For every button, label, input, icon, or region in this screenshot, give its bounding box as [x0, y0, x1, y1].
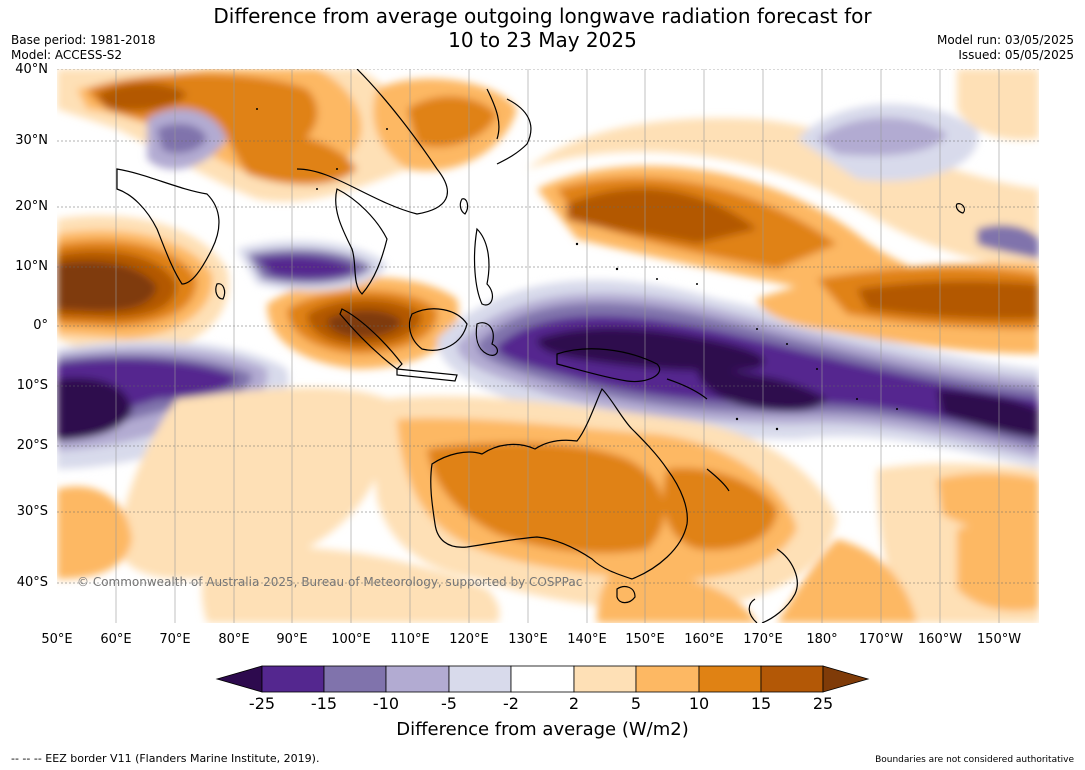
lon-label-90e: 90°E — [276, 632, 308, 647]
meta-left: Base period: 1981-2018 Model: ACCESS-S2 — [11, 33, 156, 63]
boundaries-disclaimer: Boundaries are not considered authoritat… — [875, 755, 1074, 765]
anomaly-map-svg — [57, 69, 1039, 623]
lat-label-30n: 30°N — [15, 133, 48, 148]
eez-border-note: -- -- -- EEZ border V11 (Flanders Marine… — [11, 752, 320, 765]
colorbar-tick: -5 — [441, 694, 457, 713]
coast-tasmania — [616, 586, 636, 604]
base-period: Base period: 1981-2018 — [11, 33, 156, 47]
lon-label-180: 180° — [806, 632, 838, 647]
colorbar-segment-5-10 — [635, 665, 700, 693]
coast-india — [116, 168, 220, 285]
lon-label-170e: 170°E — [743, 632, 783, 647]
colorbar-segment-10-15 — [698, 665, 762, 693]
lon-label-160e: 160°E — [684, 632, 724, 647]
coast-sulawesi — [475, 322, 499, 356]
lat-label-10n: 10°N — [15, 259, 48, 274]
lon-label-150w: 150°W — [976, 632, 1022, 647]
lon-label-50e: 50°E — [41, 632, 73, 647]
lon-label-170w: 170°W — [858, 632, 904, 647]
colorbar-tick: -10 — [372, 694, 400, 713]
colorbar-segment-5-2 — [448, 665, 512, 693]
colorbar-tick: -2 — [503, 694, 519, 713]
coast-solomons — [666, 378, 708, 400]
coast-philippines — [473, 227, 494, 306]
model-name: Model: ACCESS-S2 — [11, 48, 123, 62]
colorbar — [215, 665, 870, 693]
pacific-islands — [256, 108, 898, 431]
lat-label-40n: 40°N — [15, 62, 48, 77]
coast-australia — [430, 387, 688, 580]
colorbar-tick: 25 — [812, 694, 834, 713]
colorbar-segment-gt-25 — [822, 665, 870, 693]
lon-label-150e: 150°E — [625, 632, 665, 647]
coast-java — [396, 368, 458, 382]
lon-label-160w: 160°W — [917, 632, 963, 647]
lat-label-40s: 40°S — [16, 575, 48, 590]
coast-new-caledonia — [706, 468, 730, 492]
copyright-notice: © Commonwealth of Australia 2025, Bureau… — [77, 575, 583, 589]
colorbar-tick: 15 — [750, 694, 772, 713]
colorbar-segment-2-2 — [510, 665, 575, 693]
colorbar-segment-15-10 — [323, 665, 387, 693]
coast-new-guinea — [556, 348, 661, 383]
model-run: Model run: 03/05/2025 — [936, 33, 1074, 47]
lat-label-10s: 10°S — [16, 378, 48, 393]
coast-china — [296, 69, 448, 215]
coastlines — [116, 69, 966, 623]
coast-borneo — [408, 308, 468, 351]
lat-label-0: 0° — [33, 318, 48, 333]
anomaly-map — [57, 69, 1039, 623]
colorbar-title: Difference from average (W/m2) — [396, 719, 689, 740]
coast-new-zealand — [748, 548, 798, 623]
lon-label-130e: 130°E — [508, 632, 548, 647]
map-title: Difference from average outgoing longwav… — [0, 4, 1085, 52]
lat-label-20n: 20°N — [15, 199, 48, 214]
colorbar-tick: -15 — [310, 694, 338, 713]
coast-taiwan — [459, 198, 469, 215]
coast-korea-japan — [486, 88, 532, 165]
coast-sri-lanka — [215, 283, 226, 300]
colorbar-tick: -25 — [248, 694, 276, 713]
lat-label-20s: 20°S — [16, 438, 48, 453]
title-line-1: Difference from average outgoing longwav… — [213, 4, 872, 28]
colorbar-segment-10-5 — [385, 665, 450, 693]
colorbar-segment-25-15 — [261, 665, 325, 693]
colorbar-segment-15-25 — [760, 665, 824, 693]
lon-label-100e: 100°E — [331, 632, 371, 647]
lon-label-80e: 80°E — [218, 632, 250, 647]
coast-sumatra — [339, 308, 403, 370]
lon-label-70e: 70°E — [159, 632, 191, 647]
title-line-2: 10 to 23 May 2025 — [448, 28, 637, 52]
meta-right: Model run: 03/05/2025 Issued: 05/05/2025 — [937, 33, 1074, 63]
coast-hawaii — [955, 203, 966, 214]
colorbar-tick: 10 — [688, 694, 710, 713]
colorbar-tick: 2 — [568, 694, 580, 713]
lat-label-30s: 30°S — [16, 504, 48, 519]
coast-indochina — [335, 188, 388, 295]
lon-label-60e: 60°E — [100, 632, 132, 647]
colorbar-segment-lt-25 — [215, 665, 263, 693]
lon-label-140e: 140°E — [567, 632, 607, 647]
colorbar-segment-2-5 — [573, 665, 637, 693]
lon-label-120e: 120°E — [449, 632, 489, 647]
lon-label-110e: 110°E — [390, 632, 430, 647]
anomaly-fields — [57, 69, 1039, 623]
issued-date: Issued: 05/05/2025 — [958, 48, 1074, 62]
map-graticule — [57, 69, 1039, 623]
colorbar-tick: 5 — [630, 694, 642, 713]
